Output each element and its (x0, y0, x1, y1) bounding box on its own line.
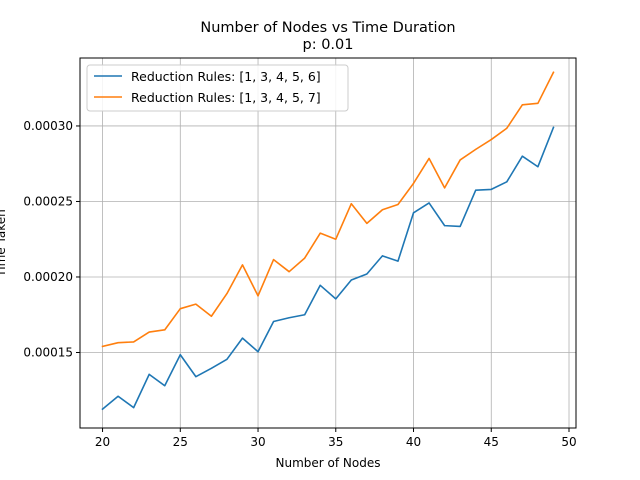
series-line-2 (101, 71, 555, 348)
data-point-series-2 (350, 203, 352, 205)
x-tick-label: 20 (95, 435, 110, 449)
data-point-series-2 (226, 292, 228, 295)
data-point-series-2 (117, 342, 119, 344)
data-point-series-1 (428, 202, 430, 204)
data-point-series-2 (521, 104, 523, 106)
data-point-series-1 (350, 279, 352, 281)
data-point-series-2 (319, 232, 321, 234)
data-point-series-1 (304, 314, 306, 316)
data-point-series-1 (164, 385, 166, 387)
x-tick-label: 50 (561, 435, 576, 449)
data-point-series-2 (381, 209, 384, 211)
data-point-series-2 (304, 257, 306, 259)
legend-label-series-2: Reduction Rules: [1, 3, 4, 5, 7] (131, 90, 321, 105)
data-point-series-2 (459, 159, 461, 161)
y-axis-label: Time Taken (0, 209, 8, 277)
data-point-series-2 (241, 264, 244, 266)
data-point-series-1 (148, 373, 150, 375)
y-tick-label: 0.00030 (23, 119, 73, 133)
y-tick-label: 0.00015 (23, 345, 73, 359)
data-point-series-2 (133, 341, 135, 343)
data-point-series-2 (428, 157, 430, 160)
data-point-series-2 (257, 295, 259, 297)
data-point-series-1 (319, 284, 321, 286)
data-point-series-2 (195, 303, 197, 305)
data-point-series-2 (164, 329, 166, 331)
data-point-series-1 (397, 260, 399, 262)
x-tick-label: 40 (406, 435, 421, 449)
data-point-series-1 (537, 166, 539, 168)
legend-box (86, 64, 349, 112)
data-point-series-2 (272, 259, 275, 261)
data-point-series-2 (490, 138, 492, 141)
data-point-series-2 (412, 182, 415, 184)
legend-label-series-1: Reduction Rules: [1, 3, 4, 5, 6] (131, 69, 321, 84)
data-point-series-2 (179, 308, 181, 310)
x-tick-label: 45 (484, 435, 499, 449)
data-point-series-2 (148, 331, 150, 333)
data-point-series-1 (133, 407, 135, 409)
data-point-series-1 (288, 317, 290, 319)
data-point-series-1 (241, 337, 244, 339)
data-point-series-1 (179, 354, 181, 356)
x-axis: 20 25 30 35 40 45 50 (95, 428, 577, 449)
data-point-series-1 (257, 351, 259, 353)
data-point-series-2 (335, 238, 337, 240)
data-point-series-2 (552, 71, 555, 73)
plot-frame (79, 57, 577, 429)
x-axis-label: Number of Nodes (276, 456, 381, 470)
chart-title: Number of Nodes vs Time Duration (200, 20, 455, 36)
data-point-series-1 (381, 255, 384, 257)
y-axis: 0.00015 0.00020 0.00025 0.00030 (23, 119, 80, 359)
data-point-series-1 (195, 376, 197, 378)
y-tick-label: 0.00020 (23, 270, 73, 284)
data-point-series-1 (210, 367, 212, 369)
data-point-series-2 (506, 127, 508, 129)
series-line-1 (101, 126, 555, 411)
data-point-series-2 (475, 148, 477, 150)
series-layer (101, 71, 555, 411)
data-point-series-1 (412, 212, 415, 214)
grid-lines (80, 58, 576, 428)
x-tick-label: 35 (328, 435, 343, 449)
data-point-series-2 (101, 345, 104, 348)
data-point-series-1 (272, 320, 275, 323)
data-point-series-1 (366, 273, 368, 275)
y-tick-label: 0.00025 (23, 194, 73, 208)
x-tick-label: 25 (173, 435, 188, 449)
data-point-series-2 (397, 203, 399, 206)
data-point-series-2 (210, 315, 212, 317)
data-point-series-1 (101, 408, 104, 410)
x-tick-label: 30 (250, 435, 265, 449)
data-point-series-1 (521, 155, 523, 157)
data-point-series-2 (366, 222, 368, 224)
data-point-series-1 (552, 126, 555, 129)
data-point-series-2 (537, 102, 539, 104)
data-point-series-1 (444, 225, 446, 227)
data-point-series-2 (444, 187, 446, 189)
data-point-series-1 (506, 181, 508, 183)
data-point-series-1 (335, 298, 337, 300)
data-point-series-1 (475, 189, 477, 191)
chart-subtitle: p: 0.01 (303, 37, 354, 53)
data-point-series-2 (288, 271, 290, 273)
data-point-series-1 (459, 225, 461, 227)
data-point-series-1 (490, 188, 492, 190)
data-point-series-1 (226, 358, 228, 360)
data-point-series-1 (117, 395, 119, 397)
legend: Reduction Rules: [1, 3, 4, 5, 6] Reducti… (86, 64, 349, 112)
